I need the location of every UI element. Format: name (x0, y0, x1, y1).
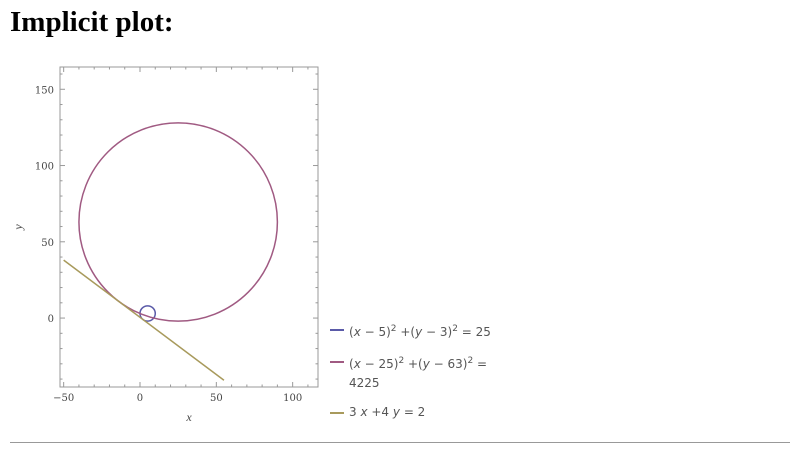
page-title: Implicit plot: (10, 6, 174, 38)
y-tick-label: 150 (35, 85, 54, 96)
divider (10, 442, 790, 443)
y-axis-label: y (11, 224, 25, 231)
legend-swatch (330, 329, 344, 331)
legend-swatch (330, 412, 344, 414)
x-axis-label: x (185, 410, 192, 424)
y-tick-label: 50 (41, 238, 54, 249)
legend-label: (x − 5)2 +(y − 3)2 = 25 (349, 324, 491, 339)
x-tick-label: 0 (137, 393, 143, 404)
y-tick-label: 100 (35, 162, 54, 173)
plot-frame (59, 66, 319, 388)
legend-item: 3 x +4 y = 2 (330, 403, 425, 422)
series-2-line (63, 259, 225, 381)
legend-item: (x − 25)2 +(y − 63)2 = 4225 (330, 352, 487, 393)
legend-label: 3 x +4 y = 2 (349, 405, 426, 419)
y-tick-label: 0 (48, 314, 54, 325)
x-tick-label: 50 (210, 393, 223, 404)
x-tick-label: −50 (53, 393, 74, 404)
legend-swatch (330, 361, 344, 363)
legend-item: (x − 5)2 +(y − 3)2 = 25 (330, 320, 491, 342)
series-1-curve (78, 122, 279, 322)
x-tick-label: 100 (283, 393, 302, 404)
legend-label: (x − 25)2 +(y − 63)2 = 4225 (349, 356, 488, 390)
